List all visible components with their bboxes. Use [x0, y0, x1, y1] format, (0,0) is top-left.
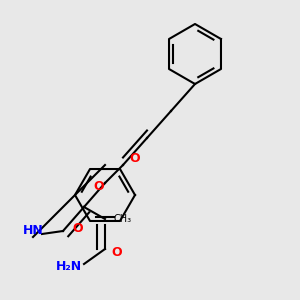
Text: CH₃: CH₃ [114, 214, 132, 224]
Text: O: O [73, 221, 83, 235]
Text: O: O [130, 152, 140, 166]
Text: H₂N: H₂N [56, 260, 82, 274]
Text: HN: HN [22, 224, 44, 238]
Text: O: O [112, 245, 122, 259]
Text: O: O [94, 179, 104, 193]
